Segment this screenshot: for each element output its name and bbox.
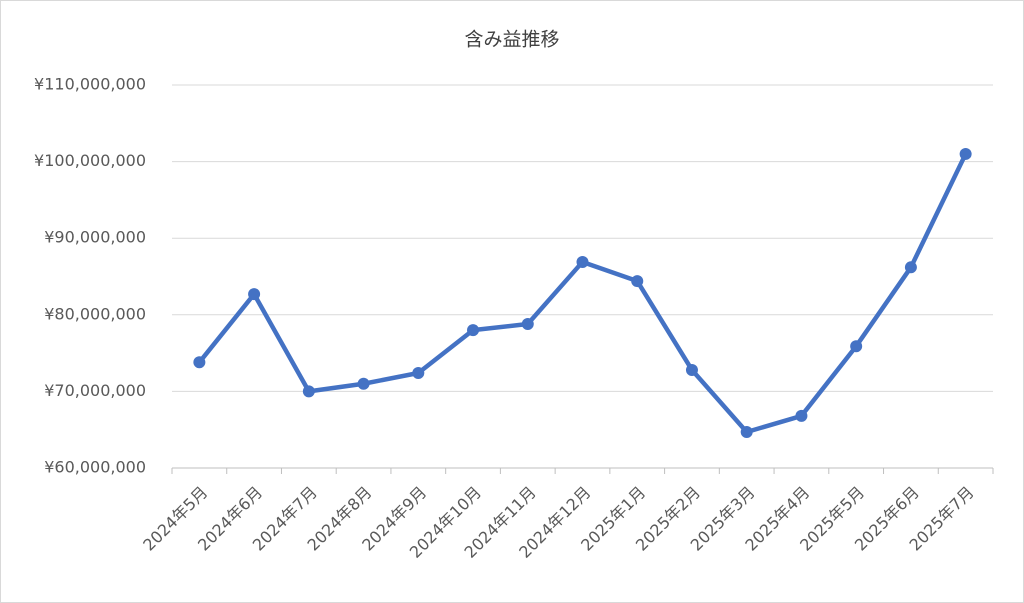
point [959, 147, 972, 160]
y-tick-label: ¥90,000,000 [44, 228, 146, 247]
point [467, 324, 480, 337]
y-tick-label: ¥70,000,000 [44, 381, 146, 400]
y-tick-label: ¥80,000,000 [44, 304, 146, 323]
point [412, 367, 425, 380]
chart-title: 含み益推移 [464, 29, 559, 51]
point [248, 288, 261, 301]
y-tick-label: ¥110,000,000 [34, 75, 146, 94]
point [302, 385, 315, 398]
point [521, 317, 534, 330]
point [685, 363, 698, 376]
point [357, 377, 370, 390]
point [631, 275, 644, 288]
y-tick-label: ¥60,000,000 [44, 458, 146, 477]
point [795, 409, 808, 422]
y-tick-label: ¥100,000,000 [34, 151, 146, 170]
point [850, 340, 863, 353]
point [576, 255, 589, 268]
point [193, 356, 206, 369]
point [904, 261, 917, 274]
point [740, 425, 753, 438]
